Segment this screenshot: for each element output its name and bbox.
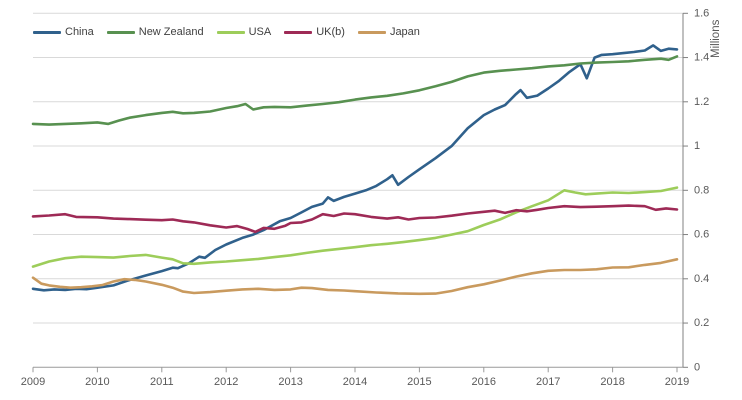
y-tick-label-0.6: 0.6 xyxy=(694,229,709,241)
series-line-usa xyxy=(31,186,679,268)
y-tick-label-0.2: 0.2 xyxy=(694,317,709,329)
y-tick-label-1.4: 1.4 xyxy=(694,52,709,64)
x-tick-label-2014: 2014 xyxy=(343,376,367,388)
legend-swatch-japan xyxy=(357,30,386,34)
legend-label-china: China xyxy=(65,26,94,38)
legend-label-uk-b: UK(b) xyxy=(316,26,345,38)
x-tick-label-2018: 2018 xyxy=(600,376,624,388)
legend-item-china: China xyxy=(33,25,94,39)
legend-label-japan: Japan xyxy=(389,26,420,38)
x-tick-label-2017: 2017 xyxy=(536,376,560,388)
y-tick-label-0.4: 0.4 xyxy=(694,273,709,285)
legend: China New Zealand USA UK(b) Japan xyxy=(33,25,420,39)
legend-swatch-uk-b xyxy=(284,30,313,34)
x-tick-label-2015: 2015 xyxy=(407,376,431,388)
x-tick-label-2012: 2012 xyxy=(214,376,238,388)
x-tick-label-2010: 2010 xyxy=(85,376,109,388)
legend-item-japan: Japan xyxy=(357,25,420,39)
y-tick-label-0.8: 0.8 xyxy=(694,184,709,196)
legend-item-uk-b: UK(b) xyxy=(284,25,345,39)
series-line-japan xyxy=(31,257,679,296)
legend-swatch-new-zealand xyxy=(106,30,135,34)
x-tick-label-2019: 2019 xyxy=(665,376,689,388)
series-line-china xyxy=(31,44,679,292)
y-tick-label-1.6: 1.6 xyxy=(694,7,709,19)
legend-item-new-zealand: New Zealand xyxy=(106,25,204,39)
y-tick-label-0: 0 xyxy=(694,361,700,373)
legend-label-new-zealand: New Zealand xyxy=(138,26,204,38)
x-tick-label-2016: 2016 xyxy=(472,376,496,388)
y-tick-label-1.2: 1.2 xyxy=(694,96,709,108)
legend-swatch-usa xyxy=(216,30,245,34)
x-tick-label-2013: 2013 xyxy=(278,376,302,388)
y-tick-label-1: 1 xyxy=(694,140,700,152)
y-axis-title: Millions xyxy=(710,19,722,58)
series-line-new-zealand xyxy=(31,55,679,126)
legend-label-usa: USA xyxy=(248,26,272,38)
legend-item-usa: USA xyxy=(216,25,272,39)
x-tick-label-2009: 2009 xyxy=(21,376,45,388)
x-tick-label-2011: 2011 xyxy=(150,376,174,388)
legend-swatch-china xyxy=(33,30,61,34)
series-line-uk-b xyxy=(31,204,679,234)
